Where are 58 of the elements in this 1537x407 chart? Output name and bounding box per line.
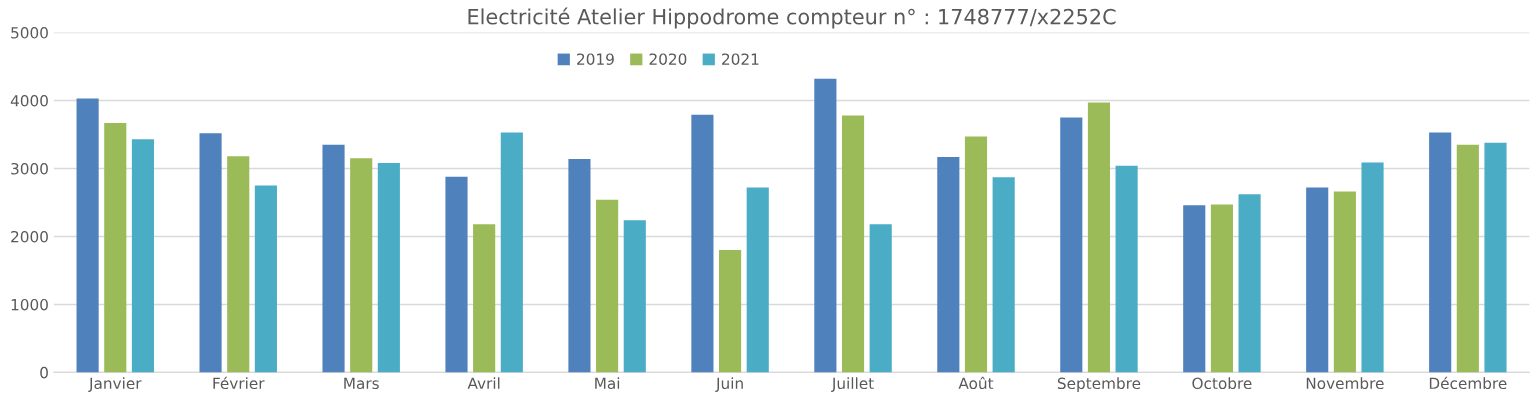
bar <box>104 122 127 373</box>
bar <box>814 78 837 373</box>
bar <box>76 98 99 373</box>
x-tick-label: Juillet <box>831 377 874 392</box>
y-tick-label: 3000 <box>11 162 48 175</box>
bar <box>568 158 591 373</box>
bar <box>1087 102 1111 373</box>
bar <box>1456 144 1479 373</box>
bar <box>841 115 865 373</box>
bar <box>992 177 1015 373</box>
x-tick-label: Février <box>213 376 265 390</box>
x-tick-label: Avril <box>467 377 500 389</box>
bar <box>719 250 742 373</box>
bar <box>623 220 646 373</box>
legend-label: 2021 <box>722 53 759 65</box>
bar <box>1484 142 1507 373</box>
bar <box>1333 191 1356 373</box>
x-tick-label: Septembre <box>1057 377 1141 393</box>
bar <box>1060 117 1083 373</box>
y-tick-label: 5000 <box>11 27 48 39</box>
bar <box>322 144 345 373</box>
bar <box>377 163 400 373</box>
bar <box>869 224 892 373</box>
bar <box>131 139 155 373</box>
bar <box>746 187 769 373</box>
bar <box>1183 205 1206 373</box>
x-tick-label: Août <box>958 376 994 390</box>
bar <box>445 176 468 373</box>
bar <box>199 133 222 373</box>
y-tick-label: 4000 <box>10 94 48 107</box>
bar <box>473 224 496 373</box>
bar <box>1210 204 1233 373</box>
bar <box>1429 132 1452 373</box>
x-tick-label: Décembre <box>1429 376 1507 390</box>
y-tick-label: 2000 <box>11 230 48 243</box>
bar <box>1238 194 1261 373</box>
y-tick-label: 1000 <box>11 298 48 311</box>
bar <box>691 114 714 373</box>
legend-label: 2020 <box>649 53 687 65</box>
x-tick-label: Novembre <box>1306 377 1384 390</box>
bar <box>937 156 960 373</box>
x-tick-label: Janvier <box>88 377 142 392</box>
x-tick-label: Octobre <box>1192 377 1252 390</box>
x-tick-label: Mai <box>595 377 620 390</box>
bar <box>964 136 988 373</box>
bar <box>596 199 619 373</box>
x-tick-label: Mars <box>344 377 379 390</box>
bar <box>1306 187 1329 373</box>
x-tick-label: Juin <box>715 377 743 392</box>
bar <box>1361 162 1384 373</box>
bar <box>1115 165 1138 373</box>
bar <box>227 156 250 373</box>
legend-label: 2019 <box>577 53 614 65</box>
chart-title: Electricité Atelier Hippodrome compteur n° : 1748777/x2252C <box>468 7 1116 29</box>
bar <box>254 185 277 373</box>
y-tick-label: 0 <box>40 366 48 379</box>
bar <box>500 132 523 373</box>
bar <box>350 158 373 373</box>
